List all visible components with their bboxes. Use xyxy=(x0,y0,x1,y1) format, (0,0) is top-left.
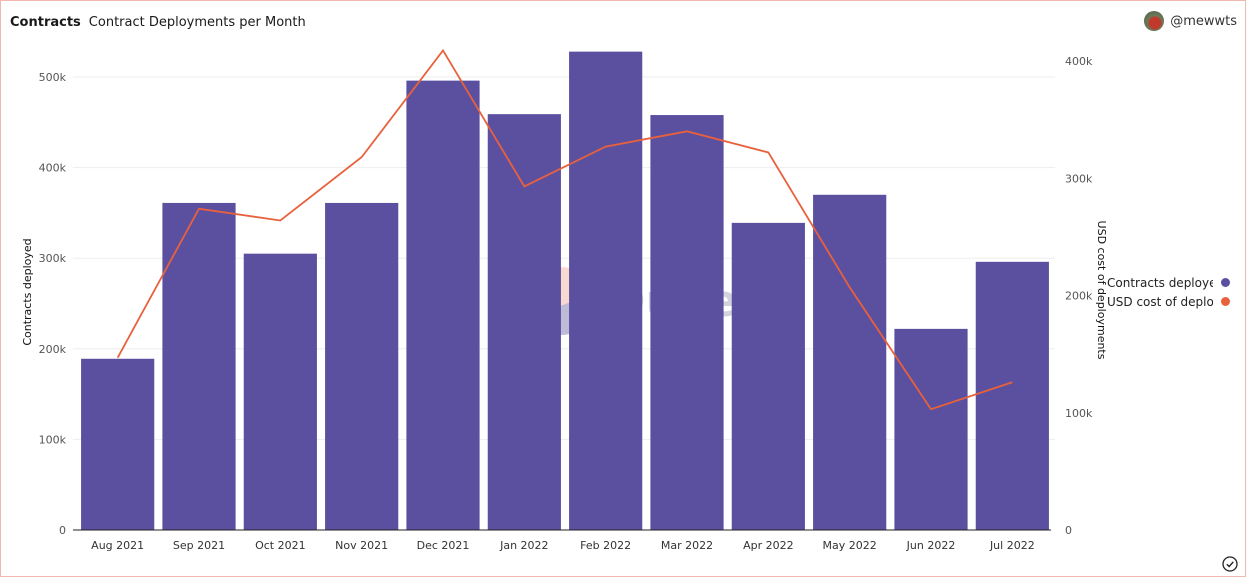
bar[interactable] xyxy=(569,51,643,531)
chart-header: Contracts Contract Deployments per Month xyxy=(10,12,306,32)
x-axis-tick: Jun 2022 xyxy=(906,539,956,552)
legend-item-usd-cost[interactable]: USD cost of deploy xyxy=(1107,292,1230,311)
chart-title: Contract Deployments per Month xyxy=(88,14,306,30)
legend-item-contracts[interactable]: Contracts deploye xyxy=(1107,273,1230,292)
y2-axis-tick: 100k xyxy=(1065,407,1093,420)
bar[interactable] xyxy=(894,328,968,530)
bar[interactable] xyxy=(81,358,155,530)
query-name-link[interactable]: Contracts xyxy=(10,14,81,30)
bar[interactable] xyxy=(325,202,399,530)
avatar xyxy=(1144,11,1165,31)
y2-axis-tick: 0 xyxy=(1065,524,1072,537)
y2-axis-tick: 300k xyxy=(1065,172,1093,185)
y-axis-tick: 300k xyxy=(39,252,67,265)
bar[interactable] xyxy=(731,222,805,530)
x-axis-tick: Apr 2022 xyxy=(743,539,794,552)
y2-axis-tick: 200k xyxy=(1065,290,1093,303)
user-handle: @mewwts xyxy=(1170,13,1237,29)
x-axis-tick: Sep 2021 xyxy=(173,539,225,552)
legend-dot-icon xyxy=(1221,297,1230,306)
y2-axis-title: USD cost of deployments xyxy=(1095,221,1108,360)
chart-legend: Contracts deploye USD cost of deploy xyxy=(1107,273,1230,311)
bar[interactable] xyxy=(487,114,561,531)
y2-axis-tick: 400k xyxy=(1065,55,1093,68)
x-axis-tick: Aug 2021 xyxy=(91,539,144,552)
check-circle-icon[interactable] xyxy=(1222,556,1238,572)
x-axis-tick: May 2022 xyxy=(823,539,877,552)
bar[interactable] xyxy=(406,80,480,531)
user-profile-link[interactable]: @mewwts xyxy=(1144,11,1237,31)
y-axis-tick: 200k xyxy=(39,343,67,356)
y-axis-tick: 100k xyxy=(39,433,67,446)
usd-cost-line[interactable] xyxy=(116,48,1013,411)
x-axis-tick: Mar 2022 xyxy=(661,539,713,552)
x-axis-tick: Dec 2021 xyxy=(417,539,470,552)
x-axis-tick: Nov 2021 xyxy=(335,539,388,552)
legend-label: Contracts deploye xyxy=(1107,275,1213,290)
x-axis-tick: Jul 2022 xyxy=(989,539,1035,552)
y-axis-tick: 0 xyxy=(59,524,66,537)
x-axis-tick: Oct 2021 xyxy=(255,539,306,552)
bar[interactable] xyxy=(162,202,236,530)
legend-dot-icon xyxy=(1221,278,1230,287)
y-axis-title: Contracts deployed xyxy=(21,238,34,345)
bar[interactable] xyxy=(650,115,724,530)
x-axis-tick: Jan 2022 xyxy=(499,539,548,552)
x-axis-tick: Feb 2022 xyxy=(580,539,631,552)
bar[interactable] xyxy=(243,253,317,531)
y-axis-tick: 500k xyxy=(39,71,67,84)
bar[interactable] xyxy=(813,194,887,530)
legend-label: USD cost of deploy xyxy=(1107,294,1213,309)
bar[interactable] xyxy=(975,261,1049,530)
y-axis-tick: 400k xyxy=(39,162,67,175)
